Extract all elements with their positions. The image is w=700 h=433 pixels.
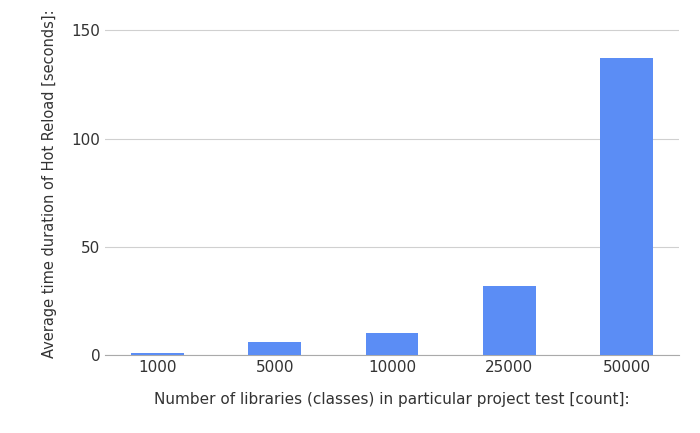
Y-axis label: Average time duration of Hot Reload [seconds]:: Average time duration of Hot Reload [sec… (43, 10, 57, 359)
Bar (600, 58, 653, 355)
Bar (483, 286, 536, 355)
Bar (365, 333, 419, 355)
Bar (248, 342, 301, 355)
Bar (131, 353, 184, 355)
X-axis label: Number of libraries (classes) in particular project test [count]:: Number of libraries (classes) in particu… (154, 391, 630, 407)
